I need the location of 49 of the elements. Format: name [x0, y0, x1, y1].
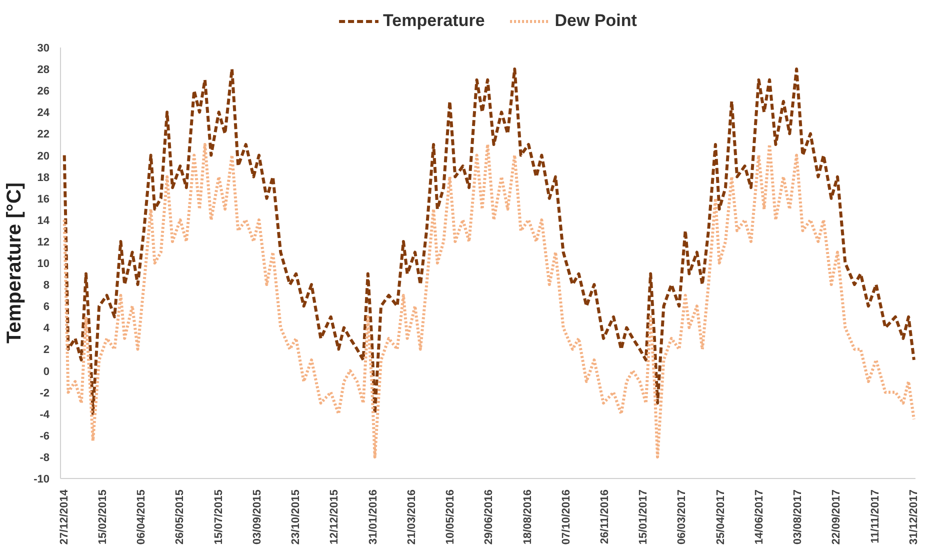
y-tick-label: 16 — [37, 193, 50, 206]
y-tick-label: 8 — [43, 280, 50, 292]
y-tick-label: 20 — [37, 150, 50, 162]
legend-label: Dew Point — [554, 11, 637, 31]
y-tick-label: 6 — [43, 301, 50, 314]
x-tick-label: 21/03/2016 — [406, 489, 418, 545]
line-series — [62, 142, 916, 458]
x-tick-label: 11/11/2017 — [869, 489, 882, 544]
y-tick-label: 2 — [43, 344, 50, 356]
x-tick-label: 23/10/2015 — [290, 489, 302, 545]
y-tick-label: 26 — [37, 86, 50, 98]
y-tick-label: 12 — [37, 236, 50, 248]
y-tick-label: 10 — [37, 258, 50, 270]
x-tick-label: 31/01/2016 — [367, 489, 380, 545]
x-tick-label: 15/07/2015 — [212, 489, 225, 545]
y-tick-label: 30 — [37, 42, 50, 54]
y-axis-title: Temperature [°C] — [4, 182, 26, 344]
y-tick-label: 4 — [43, 322, 50, 335]
y-tick-label: 0 — [43, 366, 50, 378]
x-tick-label: 15/02/2015 — [96, 489, 109, 545]
line-series — [62, 68, 916, 416]
y-tick-label: -2 — [40, 387, 50, 400]
y-tick-label: -4 — [40, 408, 50, 421]
y-tick-label: 14 — [37, 214, 50, 227]
legend-label: Temperature — [383, 11, 485, 31]
y-tick-label: 24 — [37, 107, 50, 120]
x-tick-label: 18/08/2016 — [522, 489, 534, 545]
x-tick-label: 29/06/2016 — [483, 489, 496, 545]
x-tick-label: 03/09/2015 — [251, 489, 264, 545]
x-tick-label: 07/10/2016 — [560, 489, 572, 545]
y-tick-label: 18 — [37, 172, 50, 184]
y-tick-label: -8 — [40, 452, 50, 464]
x-tick-label: 03/08/2017 — [792, 489, 804, 545]
x-tick-label: 26/11/2016 — [599, 489, 612, 544]
y-tick-label: 22 — [37, 128, 50, 141]
x-tick-label: 27/12/2014 — [58, 488, 70, 545]
x-tick-label: 15/01/2017 — [638, 489, 650, 545]
y-tick-label: -6 — [40, 430, 50, 442]
y-tick-label: -10 — [34, 474, 50, 486]
x-tick-label: 31/12/2017 — [908, 489, 920, 545]
x-tick-label: 14/06/2017 — [753, 489, 766, 545]
x-tick-label: 06/03/2017 — [676, 489, 688, 545]
x-tick-label: 25/04/2017 — [714, 489, 727, 545]
y-tick-label: 28 — [37, 64, 50, 76]
x-tick-label: 10/05/2016 — [444, 489, 457, 545]
x-tick-label: 22/09/2017 — [830, 489, 843, 545]
x-tick-label: 26/05/2015 — [174, 489, 186, 545]
x-tick-label: 06/04/2015 — [136, 489, 148, 545]
x-tick-label: 12/12/2015 — [328, 489, 341, 545]
